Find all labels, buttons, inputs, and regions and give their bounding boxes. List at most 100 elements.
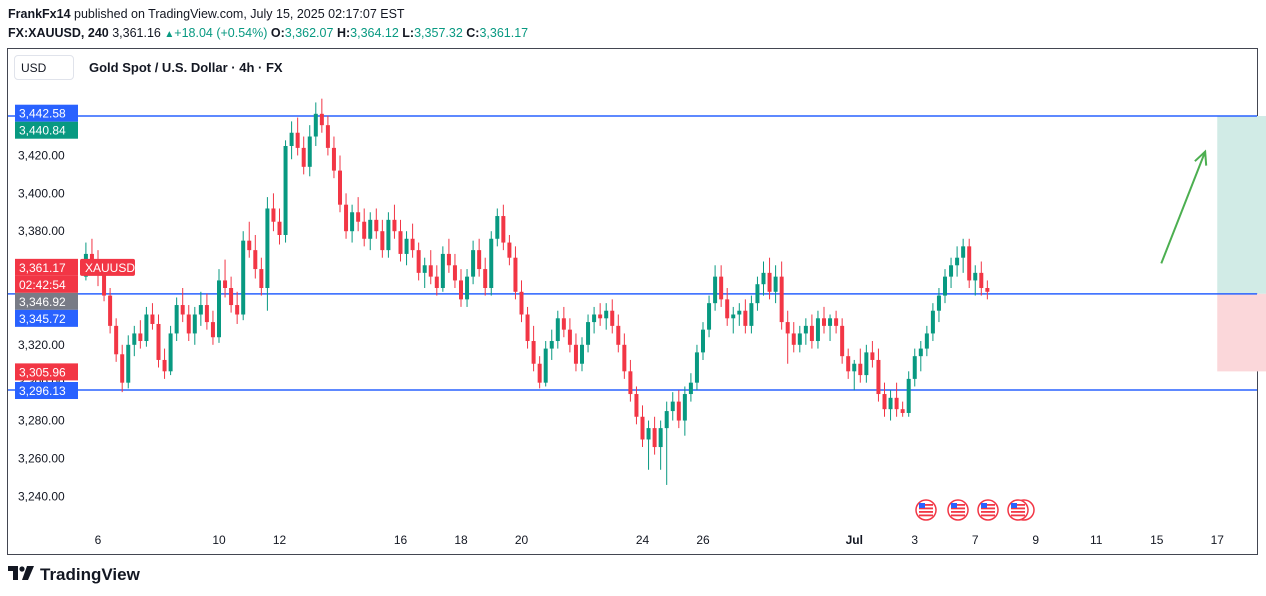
candle-body: [380, 231, 385, 251]
candle-body: [350, 212, 355, 232]
flag-canton: [951, 503, 957, 508]
candle-142: [943, 269, 947, 304]
us-flag-event-icon-0[interactable]: [915, 499, 937, 521]
candle-47: [368, 212, 373, 251]
candle-body: [737, 310, 742, 315]
candle-87: [610, 299, 615, 334]
candle-body: [549, 341, 554, 349]
candle-55: [416, 242, 421, 281]
candle-body: [610, 310, 615, 326]
y-tick-label-1: 3,260.00: [18, 451, 65, 465]
candle-body: [356, 212, 361, 222]
candle-126: [846, 348, 851, 379]
candle-12: [156, 314, 161, 368]
candle-103: [707, 295, 712, 338]
price-label-1: 3,440.84: [15, 121, 78, 139]
candle-body: [676, 401, 681, 421]
candle-113: [767, 257, 772, 300]
candle-body: [477, 250, 482, 270]
footer-brand[interactable]: TradingView: [8, 565, 140, 585]
candle-107: [731, 306, 736, 334]
candle-80: [567, 318, 572, 353]
candle-146: [967, 238, 972, 289]
stop-zone[interactable]: [1217, 293, 1266, 372]
arrow-head-icon: [1194, 149, 1208, 166]
candle-body: [102, 274, 107, 296]
candle-114: [773, 265, 778, 304]
candle-14: [168, 325, 173, 376]
candle-body: [277, 221, 282, 235]
candle-53: [404, 231, 409, 266]
candle-body: [586, 322, 591, 345]
flag-stripe: [919, 514, 933, 517]
close-label: C:: [466, 26, 480, 40]
candle-body: [592, 314, 597, 323]
candle-144: [955, 246, 960, 277]
us-flag-event-icon-3[interactable]: [1007, 499, 1035, 521]
candle-body: [852, 363, 857, 372]
price-label-text: 3,361.17: [19, 261, 66, 275]
candle-97: [670, 392, 675, 421]
candle-body: [616, 325, 621, 345]
candle-body: [489, 238, 494, 289]
candle-body: [834, 318, 839, 326]
candle-body: [241, 240, 246, 315]
candle-body: [344, 204, 349, 232]
candle-66: [483, 257, 488, 296]
candle-body: [949, 265, 954, 277]
publish-info: published on TradingView.com, July 15, 2…: [74, 7, 405, 21]
candle-body: [773, 276, 778, 292]
candle-body: [918, 348, 923, 357]
candle-116: [785, 310, 790, 364]
x-tick-label-3: 16: [394, 533, 408, 547]
candle-body: [779, 276, 784, 323]
candle-5: [114, 318, 119, 362]
candle-body: [108, 295, 113, 326]
low-label: L:: [402, 26, 415, 40]
candle-body: [646, 428, 651, 440]
candle-body: [132, 333, 137, 345]
candle-body: [223, 280, 228, 289]
candle-122: [822, 306, 826, 334]
price-label-bg: [15, 275, 78, 293]
x-tick-label-13: 15: [1150, 533, 1164, 547]
y-tick-label-5: 3,380.00: [18, 224, 65, 238]
chart-title: Gold Spot / U.S. Dollar · 4h · FX: [89, 60, 283, 75]
currency-button[interactable]: USD: [14, 55, 74, 80]
candle-body: [955, 257, 960, 266]
high-value: 3,364.12: [350, 26, 399, 40]
candle-62: [459, 269, 463, 307]
y-tick-label-7: 3,420.00: [18, 148, 65, 162]
candle-145: [961, 238, 966, 273]
candle-body: [749, 303, 754, 326]
us-flag-event-icon-1[interactable]: [947, 499, 969, 521]
x-tick-label-12: 11: [1090, 533, 1103, 547]
flag-stripe: [1011, 511, 1025, 513]
candle-body: [483, 269, 488, 289]
candle-110: [749, 295, 754, 334]
candle-19: [198, 291, 203, 326]
us-flag-event-icon-2[interactable]: [977, 499, 999, 521]
candle-body: [555, 318, 560, 342]
candle-body: [295, 132, 300, 148]
candle-120: [809, 314, 814, 349]
candle-64: [471, 240, 476, 285]
candle-body: [362, 221, 367, 239]
projection-arrow-shaft[interactable]: [1160, 151, 1207, 264]
candle-body: [404, 238, 409, 254]
price-label-6: 3,305.96: [15, 363, 78, 381]
candle-body: [604, 310, 609, 319]
candle-body: [301, 147, 306, 167]
candle-20: [204, 293, 209, 330]
candle-body: [471, 250, 476, 277]
candle-body: [440, 253, 445, 289]
candle-body: [785, 322, 790, 334]
candle-106: [725, 288, 730, 326]
candle-23: [223, 259, 228, 298]
candle-body: [924, 333, 929, 349]
candle-121: [815, 310, 820, 349]
candle-108: [737, 303, 742, 326]
target-zone[interactable]: [1217, 116, 1266, 294]
x-tick-label-5: 20: [515, 533, 529, 547]
